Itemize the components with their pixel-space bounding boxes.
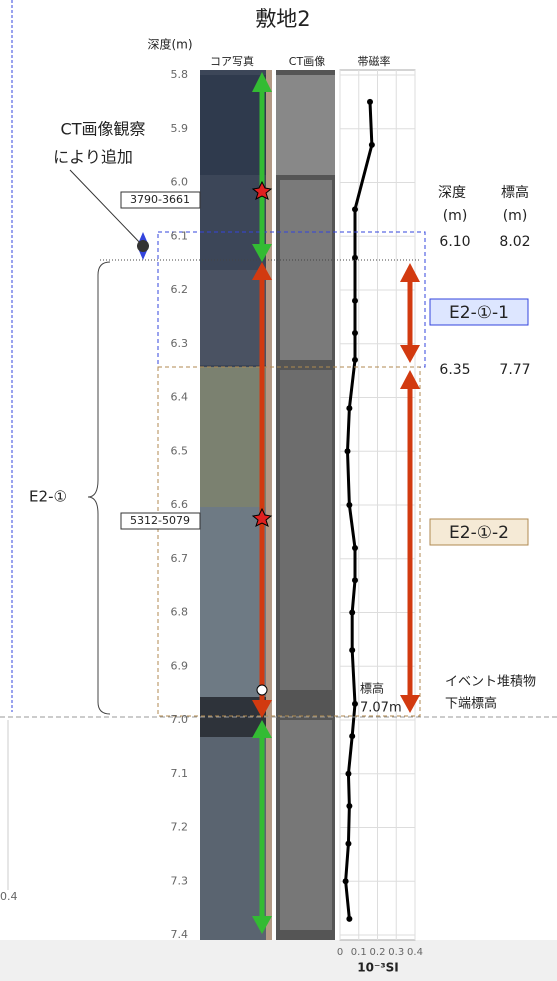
event-label: 下端標高 — [445, 696, 497, 712]
table-header: 深度 — [438, 185, 466, 201]
y-tick-label: 6.9 — [171, 659, 189, 672]
data-point — [368, 141, 375, 148]
y-tick-label: 6.8 — [171, 606, 189, 619]
chart-title: 敷地2 — [255, 7, 310, 31]
table-cell: 6.10 — [439, 234, 470, 250]
sample-box — [120, 512, 201, 530]
e2-2-box — [157, 366, 421, 717]
y-tick-label: 6.6 — [171, 498, 189, 511]
x-tick-label: 0 — [337, 947, 343, 958]
sample-star — [251, 180, 273, 200]
x-tick-label: 0.3 — [388, 947, 404, 958]
brace — [87, 261, 111, 715]
table-unit: (m) — [443, 208, 468, 224]
ct-image — [276, 70, 335, 940]
left-tick: 0.4 — [0, 890, 18, 903]
data-point — [345, 840, 352, 847]
data-point — [352, 254, 358, 261]
unit-box — [429, 298, 529, 326]
note-line — [69, 169, 143, 246]
x-tick-label: 0.4 — [407, 947, 423, 958]
data-point — [345, 770, 352, 777]
y-tick-label: 6.4 — [171, 391, 189, 404]
unit-label: E2-① — [29, 488, 67, 506]
y-tick-label: 6.7 — [171, 552, 189, 565]
arrows — [252, 72, 420, 934]
data-point — [349, 733, 356, 740]
table-cell: 8.02 — [499, 234, 530, 250]
sample-box — [120, 191, 201, 209]
data-point — [352, 545, 358, 551]
x-tick-label: 0.2 — [370, 947, 386, 958]
data-point — [352, 577, 358, 584]
unit-label: E2-①-2 — [449, 523, 509, 543]
data-point — [352, 700, 358, 707]
data-point — [342, 878, 349, 885]
sample-label: 5312-5079 — [130, 514, 190, 527]
sample-label: 3790-3661 — [130, 193, 190, 206]
data-point — [346, 915, 353, 922]
event-label: イベント堆積物 — [445, 675, 536, 690]
y-tick-label: 6.5 — [171, 444, 189, 457]
table-cell: 7.77 — [499, 362, 530, 378]
elev-label: 標高 — [360, 681, 384, 696]
y-tick-label: 6.2 — [171, 283, 189, 296]
y-tick-label: 6.0 — [171, 176, 189, 189]
y-tick-label: 7.0 — [171, 713, 189, 726]
data-point — [352, 206, 358, 213]
data-point — [344, 448, 351, 455]
data-point — [346, 405, 353, 412]
data-point — [346, 803, 353, 809]
note: により追加 — [53, 148, 133, 167]
data-point — [367, 98, 373, 105]
column-header: CT画像 — [289, 55, 325, 68]
y-tick-label: 7.2 — [171, 821, 189, 834]
note-dot — [137, 240, 149, 252]
data-point — [352, 330, 358, 336]
unit-box — [429, 518, 529, 546]
elev-value: 7.07m — [360, 701, 402, 716]
table-cell: 6.35 — [439, 362, 470, 378]
y-axis-label: 深度(m) — [147, 37, 192, 52]
sample-star — [251, 507, 273, 527]
data-point — [349, 647, 356, 654]
column-header: 帯磁率 — [358, 54, 391, 68]
unit-label: E2-①-1 — [449, 303, 509, 323]
note: CT画像観察 — [61, 120, 146, 139]
table-unit: (m) — [503, 208, 528, 224]
y-tick-label: 6.1 — [171, 229, 189, 242]
y-tick-label: 5.8 — [171, 68, 189, 81]
data-point — [352, 356, 358, 363]
data-point — [352, 297, 358, 304]
y-tick-label: 6.3 — [171, 337, 189, 350]
y-tick-label: 7.4 — [171, 928, 189, 941]
x-axis-label: 10⁻³SI — [357, 961, 398, 975]
marker — [256, 684, 268, 696]
table-header: 標高 — [501, 184, 529, 201]
x-tick-label: 0.1 — [351, 947, 367, 958]
data-point — [349, 609, 356, 616]
y-tick-label: 7.3 — [171, 874, 189, 887]
data-point — [346, 502, 353, 508]
column-header: コア写真 — [210, 54, 254, 68]
y-tick-label: 7.1 — [171, 767, 189, 780]
footer-band — [0, 940, 557, 981]
y-tick-label: 5.9 — [171, 122, 189, 135]
